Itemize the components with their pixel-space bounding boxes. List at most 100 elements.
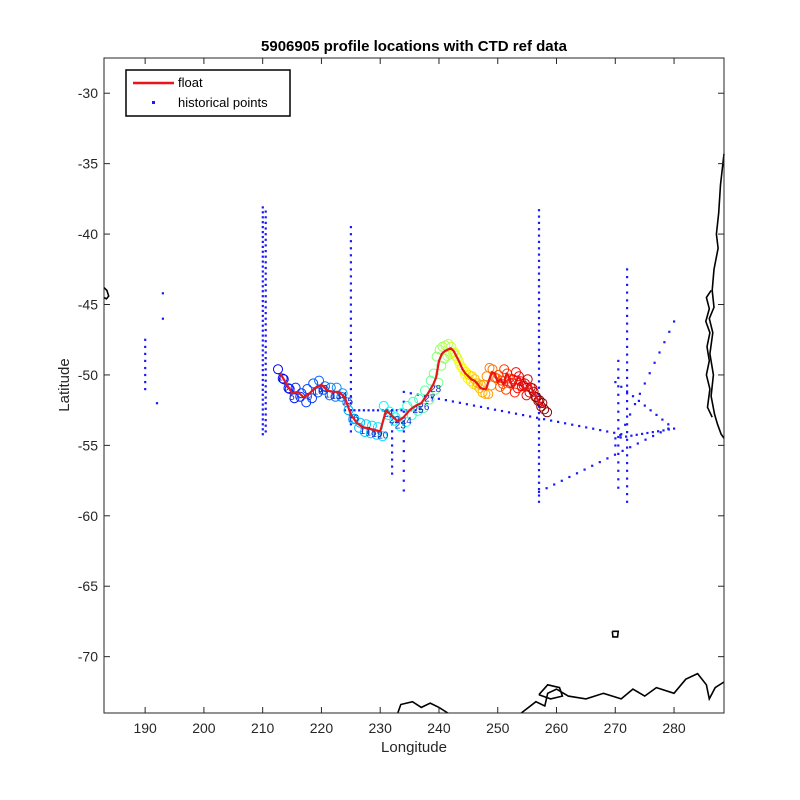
historical-point bbox=[261, 359, 264, 362]
historical-point bbox=[349, 247, 352, 250]
historical-point bbox=[451, 400, 454, 403]
historical-point bbox=[402, 450, 405, 453]
historical-point bbox=[661, 418, 664, 421]
historical-point bbox=[537, 494, 541, 497]
historical-point bbox=[144, 373, 147, 377]
historical-point bbox=[537, 297, 541, 301]
historical-point bbox=[626, 454, 629, 457]
historical-point bbox=[500, 409, 504, 413]
historical-point bbox=[349, 275, 352, 278]
historical-point bbox=[349, 254, 352, 257]
historical-point bbox=[617, 469, 620, 472]
float-profile-marker bbox=[539, 404, 550, 415]
y-tick-label: -55 bbox=[78, 437, 98, 453]
float-profile-marker bbox=[408, 396, 419, 407]
profile-number-label: 5 bbox=[289, 392, 295, 403]
historical-point bbox=[626, 423, 629, 426]
historical-point bbox=[264, 295, 267, 298]
historical-point bbox=[537, 272, 541, 275]
historical-point bbox=[537, 490, 541, 493]
historical-point bbox=[537, 481, 541, 484]
historical-point bbox=[264, 272, 267, 275]
y-tick-label: -30 bbox=[78, 85, 98, 101]
legend-box bbox=[125, 69, 291, 117]
float-profile-marker bbox=[378, 400, 389, 411]
historical-point bbox=[583, 468, 586, 471]
historical-point bbox=[557, 420, 560, 423]
historical-point bbox=[617, 427, 620, 430]
profile-number-label: 15 bbox=[342, 397, 354, 408]
float-profile-marker bbox=[436, 360, 447, 371]
historical-point bbox=[649, 409, 652, 412]
chart-title: 5906905 profile locations with CTD ref d… bbox=[261, 38, 568, 55]
historical-point bbox=[423, 394, 426, 398]
historical-point bbox=[537, 228, 541, 231]
float-profile-marker bbox=[308, 378, 319, 389]
historical-point bbox=[626, 268, 629, 271]
historical-point bbox=[261, 378, 264, 382]
float-profile-marker bbox=[537, 398, 548, 409]
historical-point bbox=[261, 250, 264, 253]
historical-point bbox=[261, 319, 264, 322]
historical-point bbox=[261, 433, 264, 436]
historical-point bbox=[629, 446, 632, 449]
historical-point bbox=[144, 352, 147, 355]
historical-point bbox=[537, 475, 541, 478]
profile-number-label: 23 bbox=[395, 420, 407, 431]
historical-point bbox=[626, 376, 629, 379]
historical-point bbox=[626, 283, 629, 286]
historical-point bbox=[617, 402, 620, 405]
historical-point bbox=[261, 206, 264, 209]
historical-point bbox=[537, 247, 541, 250]
coastline-chile-islands bbox=[704, 289, 713, 418]
historical-point bbox=[537, 329, 541, 332]
historical-point bbox=[261, 339, 264, 342]
profile-number-label: 3 bbox=[283, 382, 289, 393]
historical-point bbox=[264, 250, 267, 253]
historical-point bbox=[430, 396, 433, 399]
historical-point bbox=[264, 328, 267, 332]
historical-point bbox=[349, 303, 352, 306]
historical-point bbox=[626, 330, 629, 333]
historical-point bbox=[400, 409, 403, 412]
historical-point bbox=[617, 393, 620, 396]
historical-point bbox=[653, 361, 656, 364]
historical-point bbox=[514, 412, 518, 415]
historical-point bbox=[652, 434, 655, 438]
historical-point bbox=[537, 431, 541, 434]
historical-point bbox=[537, 373, 541, 377]
float-profile-marker bbox=[471, 380, 482, 391]
y-tick-label: -45 bbox=[78, 297, 98, 313]
historical-point bbox=[155, 402, 159, 405]
historical-point bbox=[617, 368, 620, 371]
historical-point bbox=[402, 459, 405, 463]
historical-point bbox=[626, 400, 629, 403]
historical-point bbox=[261, 300, 264, 303]
historical-point bbox=[646, 431, 649, 435]
historical-point bbox=[626, 415, 629, 418]
historical-point bbox=[349, 310, 352, 313]
historical-point bbox=[626, 469, 629, 472]
float-profile-marker bbox=[542, 407, 553, 418]
historical-point bbox=[391, 430, 394, 433]
historical-point bbox=[606, 430, 609, 433]
historical-point bbox=[522, 414, 525, 417]
historical-point bbox=[264, 402, 267, 405]
historical-point bbox=[358, 409, 361, 412]
historical-point bbox=[564, 422, 567, 425]
profile-number-label: 12 bbox=[324, 389, 336, 400]
historical-point bbox=[264, 424, 267, 427]
historical-point bbox=[367, 409, 370, 412]
historical-point bbox=[619, 436, 622, 439]
historical-point bbox=[264, 278, 267, 281]
historical-point bbox=[261, 398, 264, 401]
float-profile-marker bbox=[302, 384, 313, 394]
historical-point bbox=[349, 359, 352, 362]
historical-point bbox=[402, 420, 405, 423]
historical-point bbox=[264, 385, 267, 388]
historical-point bbox=[667, 428, 670, 431]
x-tick-label: 230 bbox=[369, 720, 393, 736]
x-axis: 190 200 210 220 230 240 250 260 270 280 bbox=[133, 58, 686, 736]
x-tick-label: 210 bbox=[251, 720, 275, 736]
historical-point bbox=[372, 409, 375, 412]
